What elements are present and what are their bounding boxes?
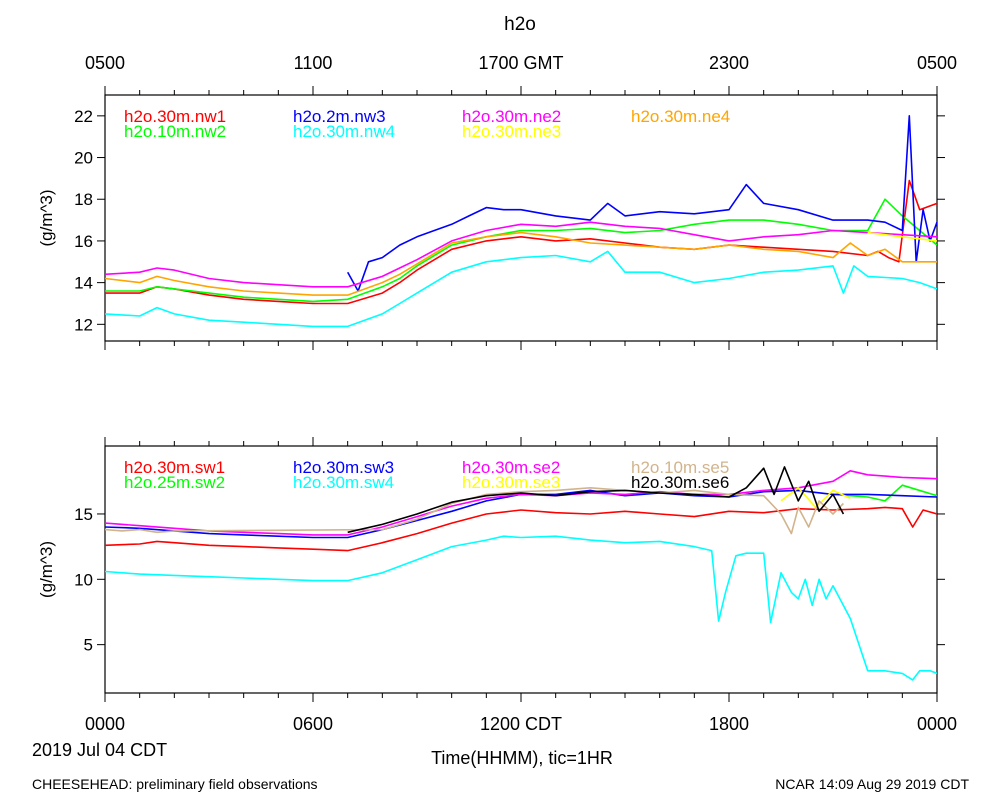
top-axis-tick-label: 1100: [294, 53, 333, 73]
date-label: 2019 Jul 04 CDT: [32, 740, 167, 760]
legend-entry: h2o.30m.nw4: [293, 122, 395, 141]
y-tick-label: 15: [74, 505, 93, 524]
series-line-h2o-30m-sw1: [105, 506, 937, 552]
y-tick-label: 18: [74, 190, 93, 209]
y-tick-label: 12: [74, 315, 93, 334]
legend-entry: h2o.25m.sw2: [124, 473, 225, 492]
legend-entry: h2o.10m.se5: [631, 458, 729, 477]
legend-entry: h2o.10m.nw2: [124, 122, 226, 141]
y-axis-label: (g/m^3): [37, 541, 56, 598]
y-tick-label: 22: [74, 107, 93, 126]
legend-entry: h2o.30m.se2: [462, 458, 560, 477]
series-line-h2o-30m-nw4: [105, 250, 937, 328]
top-panel: 12 14 16 18 20 22 (g/m^3) h2o.30m.nw1h2o.10m.nw…: [37, 86, 945, 350]
series-line-h2o-30m-ne3: [867, 231, 937, 242]
bottom-axis-tick-label: 0000: [85, 714, 125, 734]
top-axis-labels: 0500 1100 1700 GMT 2300 0500: [85, 53, 957, 73]
legend-entry: h2o.30m.se6: [631, 473, 729, 492]
footer-right: NCAR 14:09 Aug 29 2019 CDT: [775, 776, 969, 792]
top-axis-tick-label: 2300: [709, 53, 749, 73]
bottom-axis-tick-label: 0600: [293, 714, 333, 734]
legend-entry: h2o.30m.sw3: [293, 458, 394, 477]
series-line-h2o-30m-nw1: [105, 179, 937, 305]
legend-entry: h2o.30m.ne4: [631, 107, 730, 126]
legend-entry: h2o.30m.nw1: [124, 107, 226, 126]
legend-entry: h2o.30m.sw4: [293, 473, 394, 492]
y-tick-label: 10: [74, 570, 93, 589]
y-tick-label: 16: [74, 232, 93, 251]
y-tick-label: 14: [74, 274, 93, 293]
top-axis-tick-label: 1700 GMT: [478, 53, 563, 73]
top-axis-tick-label: 0500: [917, 53, 957, 73]
series-line-h2o-30m-se6: [347, 466, 845, 534]
y-axis-label: (g/m^3): [37, 189, 56, 246]
legend-entry: h2o.30m.sw1: [124, 458, 225, 477]
legend-entry: h2o.2m.nw3: [293, 107, 386, 126]
series-line-h2o-25m-sw2: [832, 484, 937, 502]
y-tick-label: 20: [74, 149, 93, 168]
bottom-axis-tick-label: 1800: [709, 714, 749, 734]
series-line-h2o-2m-nw3: [346, 115, 937, 292]
series-line-h2o-30m-sw4: [105, 535, 937, 681]
x-axis-label: Time(HHMM), tic=1HR: [431, 748, 613, 768]
chart-title: h2o: [504, 14, 536, 35]
series-line-h2o-30m-ne4: [105, 231, 937, 296]
series-line-h2o-30m-ne2: [105, 221, 937, 288]
top-axis-tick-label: 0500: [85, 53, 125, 73]
footer-left: CHEESEHEAD: preliminary field observatio…: [32, 776, 318, 792]
legend-entry: h2o.30m.ne2: [462, 107, 561, 126]
bottom-axis-tick-label: 0000: [917, 714, 957, 734]
legend-entry: h2o.30m.se3: [462, 473, 560, 492]
legend-entry: h2o.30m.ne3: [462, 122, 561, 141]
y-tick-label: 5: [84, 636, 93, 655]
bottom-axis-tick-label: 1200 CDT: [480, 714, 562, 734]
bottom-axis-labels: 0000 0600 1200 CDT 1800 0000: [85, 714, 957, 734]
series-line-h2o-10m-se5: [105, 486, 844, 535]
